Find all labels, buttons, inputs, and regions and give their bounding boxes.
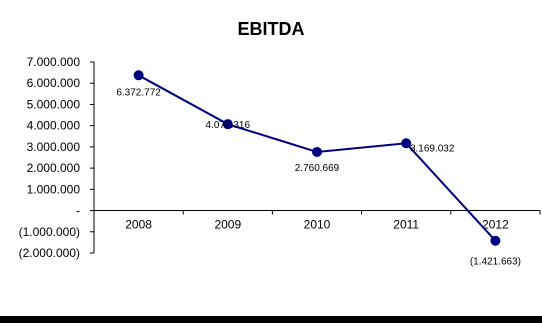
data-point (222, 119, 233, 130)
x-tick-labels: 2008 2009 2010 2011 2012 (125, 218, 509, 232)
x-tick-label: 2010 (304, 218, 331, 232)
y-tick-label: 7.000.000 (27, 55, 81, 69)
y-tick-label: 3.000.000 (27, 140, 81, 154)
y-tick-label: - (76, 204, 80, 218)
data-label: 2.760.669 (295, 163, 340, 174)
ebitda-series (133, 70, 501, 246)
chart-axes (90, 61, 541, 254)
y-tick-label: 1.000.000 (27, 182, 81, 196)
y-tick-label: (2.000.000) (19, 246, 80, 260)
y-tick-label: 2.000.000 (27, 161, 81, 175)
x-tick-label: 2011 (393, 218, 419, 232)
data-label: 4.070.316 (206, 120, 251, 131)
data-label: 6.372.772 (116, 87, 161, 98)
y-tick-labels: 7.000.000 6.000.000 5.000.000 4.000.000 3.00… (19, 55, 81, 260)
data-point (490, 235, 501, 246)
chart-title: EBITDA (238, 19, 305, 39)
data-label: (1.421.663) (470, 257, 521, 268)
y-tick-label: 5.000.000 (27, 97, 81, 111)
y-tick-label: (1.000.000) (19, 225, 80, 239)
x-tick-label: 2008 (125, 218, 152, 232)
bottom-divider (0, 316, 542, 323)
data-point (401, 138, 412, 149)
y-tick-label: 4.000.000 (27, 119, 81, 133)
data-labels: 6.372.772 4.070.316 2.760.669 3.169.032 (1.4… (116, 87, 521, 267)
series-line (138, 74, 497, 242)
data-label: 3.169.032 (410, 143, 455, 154)
data-point (133, 70, 144, 81)
x-tick-label: 2012 (482, 218, 509, 232)
y-tick-label: 6.000.000 (27, 76, 81, 90)
data-point (312, 146, 322, 157)
x-tick-label: 2009 (214, 218, 241, 232)
